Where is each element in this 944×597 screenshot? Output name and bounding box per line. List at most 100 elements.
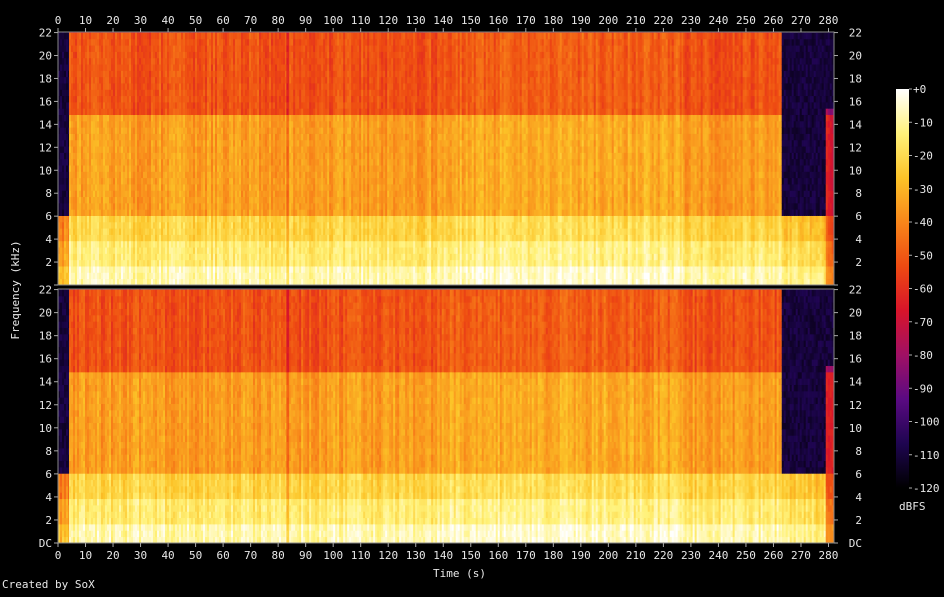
spectrogram-panel-right xyxy=(58,289,834,543)
y-tick-label: 16 xyxy=(39,353,52,366)
y-tick-label: 8 xyxy=(855,445,862,458)
x-axis-title: Time (s) xyxy=(433,568,486,580)
y-tick-label: 4 xyxy=(855,233,862,246)
y-tick-label: 16 xyxy=(39,95,52,108)
y-tick-label: 22 xyxy=(849,284,862,297)
x-tick-label: 280 xyxy=(819,549,839,562)
y-tick-label: 14 xyxy=(39,118,53,131)
x-tick-label: 120 xyxy=(378,549,398,562)
y-tick-label: 2 xyxy=(45,256,52,269)
y-tick-label: 8 xyxy=(855,187,862,200)
x-tick-label: 100 xyxy=(323,549,343,562)
y-tick-label: 12 xyxy=(849,399,862,412)
y-tick-label: 20 xyxy=(849,307,862,320)
y-tick-label: 14 xyxy=(849,376,863,389)
x-tick-label: 170 xyxy=(516,14,536,27)
x-tick-label: 60 xyxy=(216,549,229,562)
x-tick-label: 0 xyxy=(55,14,62,27)
colorbar xyxy=(896,89,909,488)
y-tick-label: 6 xyxy=(855,468,862,481)
x-tick-label: 20 xyxy=(106,14,119,27)
x-tick-label: 210 xyxy=(626,14,646,27)
colorbar-tick-label: -50 xyxy=(913,249,933,262)
x-tick-label: 160 xyxy=(488,14,508,27)
x-tick-label: 120 xyxy=(378,14,398,27)
y-tick-label: 20 xyxy=(849,50,862,63)
x-tick-label: 200 xyxy=(598,549,618,562)
y-tick-label: 22 xyxy=(39,284,52,297)
x-tick-label: 150 xyxy=(461,549,481,562)
colorbar-tick-label: -90 xyxy=(913,382,933,395)
x-tick-label: 170 xyxy=(516,549,536,562)
x-tick-label: 90 xyxy=(299,14,312,27)
y-tick-label: 12 xyxy=(39,399,52,412)
x-tick-label: 270 xyxy=(791,14,811,27)
y-tick-label: 10 xyxy=(39,164,52,177)
x-tick-label: 220 xyxy=(653,549,673,562)
y-tick-label: 18 xyxy=(849,72,862,85)
y-tick-label: 6 xyxy=(45,468,52,481)
x-tick-label: 270 xyxy=(791,549,811,562)
x-tick-label: 110 xyxy=(351,549,371,562)
x-tick-label: 50 xyxy=(189,549,202,562)
y-tick-label: 12 xyxy=(39,141,52,154)
x-tick-label: 80 xyxy=(272,14,285,27)
x-tick-label: 10 xyxy=(79,549,92,562)
x-tick-label: 250 xyxy=(736,14,756,27)
colorbar-tick-label: +0 xyxy=(913,83,926,96)
x-tick-label: 240 xyxy=(708,549,728,562)
x-tick-label: 280 xyxy=(819,14,839,27)
y-tick-label: 22 xyxy=(849,27,862,40)
x-tick-label: 240 xyxy=(708,14,728,27)
credit-text: Created by SoX xyxy=(2,579,95,591)
x-tick-label: 10 xyxy=(79,14,92,27)
y-tick-label: 4 xyxy=(855,491,862,504)
y-tick-label: 2 xyxy=(855,256,862,269)
y-tick-label: 14 xyxy=(849,118,863,131)
x-tick-label: 70 xyxy=(244,549,257,562)
x-tick-label: 200 xyxy=(598,14,618,27)
y-tick-label: 18 xyxy=(849,330,862,343)
y-tick-label: 4 xyxy=(45,233,52,246)
x-tick-label: 130 xyxy=(406,14,426,27)
x-tick-label: 140 xyxy=(433,14,453,27)
y-tick-label: 6 xyxy=(45,210,52,223)
y-tick-label: 2 xyxy=(855,514,862,527)
x-tick-label: 110 xyxy=(351,14,371,27)
y-tick-label: 14 xyxy=(39,376,53,389)
y-tick-label: 18 xyxy=(39,330,52,343)
x-tick-label: 230 xyxy=(681,14,701,27)
x-tick-label: 100 xyxy=(323,14,343,27)
x-tick-label: 260 xyxy=(764,14,784,27)
y-tick-label: 6 xyxy=(855,210,862,223)
colorbar-tick-label: -120 xyxy=(913,482,940,495)
x-tick-label: 30 xyxy=(134,14,147,27)
x-tick-label: 210 xyxy=(626,549,646,562)
x-tick-label: 140 xyxy=(433,549,453,562)
colorbar-tick-label: -20 xyxy=(913,150,933,163)
x-tick-label: 70 xyxy=(244,14,257,27)
x-tick-label: 230 xyxy=(681,549,701,562)
x-tick-label: 60 xyxy=(216,14,229,27)
x-tick-label: 130 xyxy=(406,549,426,562)
x-tick-label: 40 xyxy=(161,14,174,27)
y-tick-label: 4 xyxy=(45,491,52,504)
x-tick-label: 190 xyxy=(571,549,591,562)
colorbar-tick-label: -40 xyxy=(913,216,933,229)
colorbar-tick-label: -80 xyxy=(913,349,933,362)
y-axis-title: Frequency (kHz) xyxy=(10,240,22,339)
x-tick-label: 0 xyxy=(55,549,62,562)
x-tick-label: 20 xyxy=(106,549,119,562)
y-tick-label: 10 xyxy=(39,422,52,435)
colorbar-unit-label: dBFS xyxy=(899,501,926,513)
y-tick-label: 2 xyxy=(45,514,52,527)
x-tick-label: 250 xyxy=(736,549,756,562)
x-tick-label: 180 xyxy=(543,549,563,562)
x-tick-label: 80 xyxy=(272,549,285,562)
x-tick-label: 50 xyxy=(189,14,202,27)
x-tick-label: 30 xyxy=(134,549,147,562)
colorbar-tick-label: -60 xyxy=(913,283,933,296)
colorbar-tick-label: -70 xyxy=(913,316,933,329)
